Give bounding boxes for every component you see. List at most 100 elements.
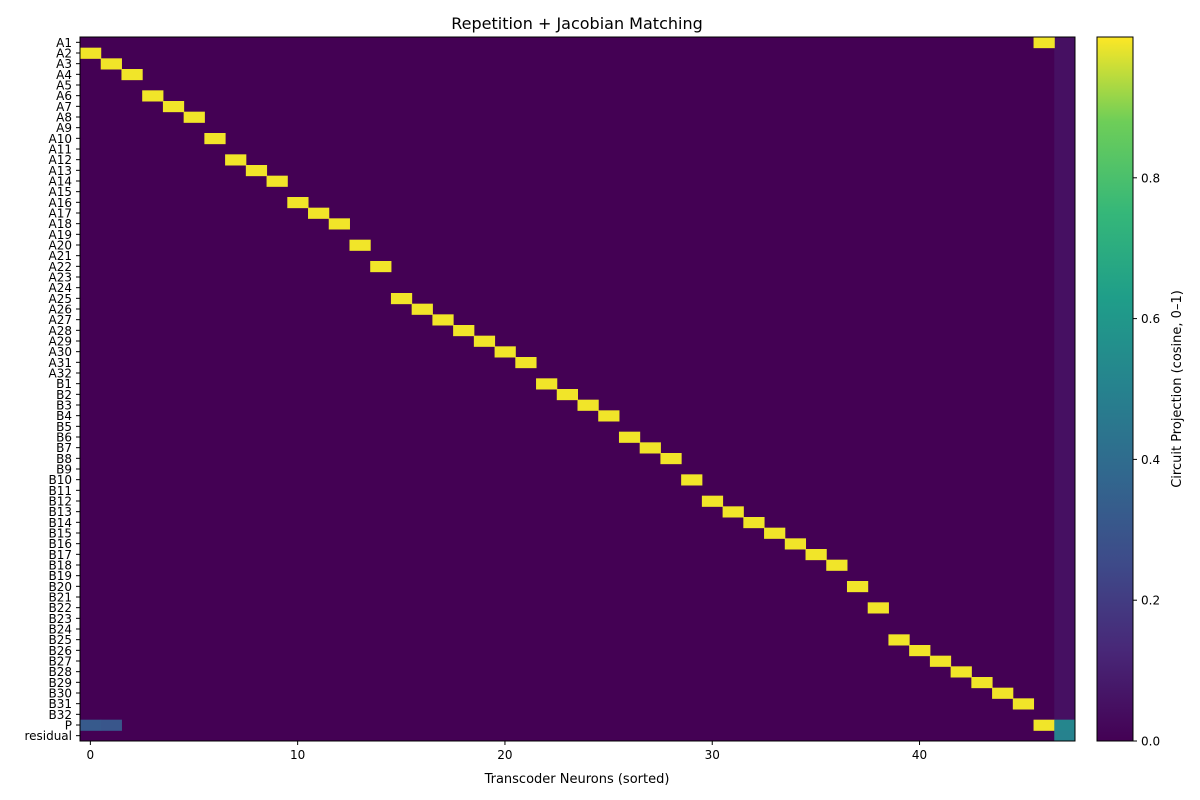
- y-tick-label: B21: [48, 591, 72, 605]
- heatmap-cell-B14: [743, 517, 765, 529]
- heatmap-cell-A29: [473, 335, 496, 347]
- colorbar-tick-label: 0.0: [1141, 735, 1160, 749]
- heatmap-cell-B26: [909, 645, 931, 657]
- x-axis-ticks: 0 10 20 30 40: [87, 741, 927, 762]
- y-tick-label: A3: [56, 57, 72, 71]
- y-tick-label: residual: [24, 729, 72, 743]
- heatmap-cell-A26: [411, 303, 433, 315]
- heatmap-cell-B8: [660, 453, 682, 465]
- heatmap-cell-B18: [826, 559, 848, 571]
- y-tick-label: B22: [48, 601, 72, 615]
- heatmap-cell-residual-47: [1054, 730, 1076, 742]
- y-tick-label: A9: [56, 121, 72, 135]
- x-tick-label: 0: [87, 748, 95, 762]
- y-tick-label: B25: [48, 633, 72, 647]
- heatmap-cell-B10: [681, 474, 703, 486]
- heatmap-cell-A16: [287, 197, 309, 209]
- y-tick-label: B9: [56, 463, 72, 477]
- heatmap-cell-A13: [245, 165, 268, 177]
- y-tick-label: A8: [56, 111, 72, 125]
- heatmap-cell-B12: [701, 495, 724, 507]
- y-tick-label: B6: [56, 431, 72, 445]
- y-tick-label: A14: [49, 175, 72, 189]
- y-tick-label: B2: [56, 388, 72, 402]
- y-tick-label: B24: [48, 623, 72, 637]
- heatmap-cell-A28: [453, 325, 475, 337]
- y-tick-label: A12: [49, 153, 72, 167]
- heatmap-cell-A14: [266, 175, 288, 187]
- y-tick-label: A22: [49, 260, 72, 274]
- y-tick-label: A25: [49, 292, 72, 306]
- heatmap-cell-P-47: [1054, 719, 1076, 731]
- heatmap-faint-column: [1054, 37, 1075, 741]
- y-tick-label: B27: [48, 655, 72, 669]
- heatmap-cell-A8: [183, 111, 205, 123]
- y-tick-label: A13: [49, 164, 72, 178]
- heatmap-cells: [80, 37, 1076, 742]
- y-tick-label: A27: [49, 313, 72, 327]
- heatmap-cell-A4: [121, 69, 143, 81]
- heatmap-cell-B31: [1012, 698, 1035, 710]
- heatmap-cell-B25: [888, 634, 910, 646]
- heatmap-cell-B4: [598, 410, 620, 422]
- y-tick-label: A1: [56, 36, 72, 50]
- heatmap-cell-A17: [308, 207, 330, 219]
- y-tick-label: B29: [48, 676, 72, 690]
- heatmap-cell-A1: [1033, 37, 1055, 49]
- heatmap-cell-P: [1033, 719, 1055, 731]
- x-tick-label: 20: [497, 748, 512, 762]
- y-tick-label: B14: [48, 516, 72, 530]
- y-tick-label: A29: [49, 335, 72, 349]
- y-tick-label: B15: [48, 527, 72, 541]
- y-tick-label: B20: [48, 580, 72, 594]
- colorbar-tick-label: 0.4: [1141, 453, 1160, 467]
- y-tick-label: B13: [48, 505, 72, 519]
- y-tick-label: A30: [49, 345, 72, 359]
- heatmap-cell-A30: [494, 346, 516, 358]
- y-tick-label: A16: [49, 196, 72, 210]
- heatmap-cell-P-1: [100, 719, 122, 731]
- heatmap-cell-B2: [556, 389, 578, 401]
- y-tick-label: B26: [48, 644, 72, 658]
- y-tick-label: A5: [56, 79, 72, 93]
- heatmap-cell-A7: [162, 101, 185, 113]
- y-tick-label: A32: [49, 367, 72, 381]
- x-axis-label: Transcoder Neurons (sorted): [484, 772, 670, 787]
- y-tick-label: B17: [48, 548, 72, 562]
- heatmap-cell-B30: [992, 687, 1014, 699]
- heatmap-cell-A20: [349, 239, 371, 251]
- heatmap-cell-B3: [577, 399, 599, 411]
- y-tick-label: B28: [48, 665, 72, 679]
- heatmap-cell-A2: [80, 47, 102, 59]
- x-tick-label: 30: [705, 748, 720, 762]
- y-tick-label: B16: [48, 537, 72, 551]
- y-tick-label: A17: [49, 207, 72, 221]
- y-tick-label: B11: [48, 484, 72, 498]
- y-tick-label: B4: [56, 409, 72, 423]
- heatmap-cell-A27: [432, 314, 454, 326]
- heatmap-cell-A6: [142, 90, 164, 102]
- colorbar: [1096, 36, 1134, 742]
- heatmap-cell-B6: [618, 431, 641, 443]
- y-tick-label: B30: [48, 687, 72, 701]
- y-tick-label: A10: [49, 132, 72, 146]
- heatmap-cell-A22: [370, 261, 392, 273]
- y-tick-label: B18: [48, 559, 72, 573]
- heatmap-cell-A12: [225, 154, 247, 166]
- colorbar-ticks: 0.0 0.2 0.4 0.6 0.8: [1133, 171, 1160, 749]
- y-tick-label: P: [65, 719, 72, 733]
- y-tick-label: B5: [56, 420, 72, 434]
- heatmap-cell-B17: [805, 549, 827, 561]
- y-tick-label: A28: [49, 324, 72, 338]
- y-tick-label: A31: [49, 356, 72, 370]
- y-tick-label: B19: [48, 569, 72, 583]
- y-tick-label: B31: [48, 697, 72, 711]
- y-tick-label: A21: [49, 249, 72, 263]
- y-tick-label: A6: [56, 89, 72, 103]
- x-tick-label: 10: [290, 748, 305, 762]
- heatmap-cell-B13: [722, 506, 744, 518]
- y-tick-label: B8: [56, 452, 72, 466]
- y-tick-label: A20: [49, 239, 72, 253]
- heatmap-cell-A31: [515, 357, 537, 369]
- y-tick-label: A23: [49, 271, 72, 285]
